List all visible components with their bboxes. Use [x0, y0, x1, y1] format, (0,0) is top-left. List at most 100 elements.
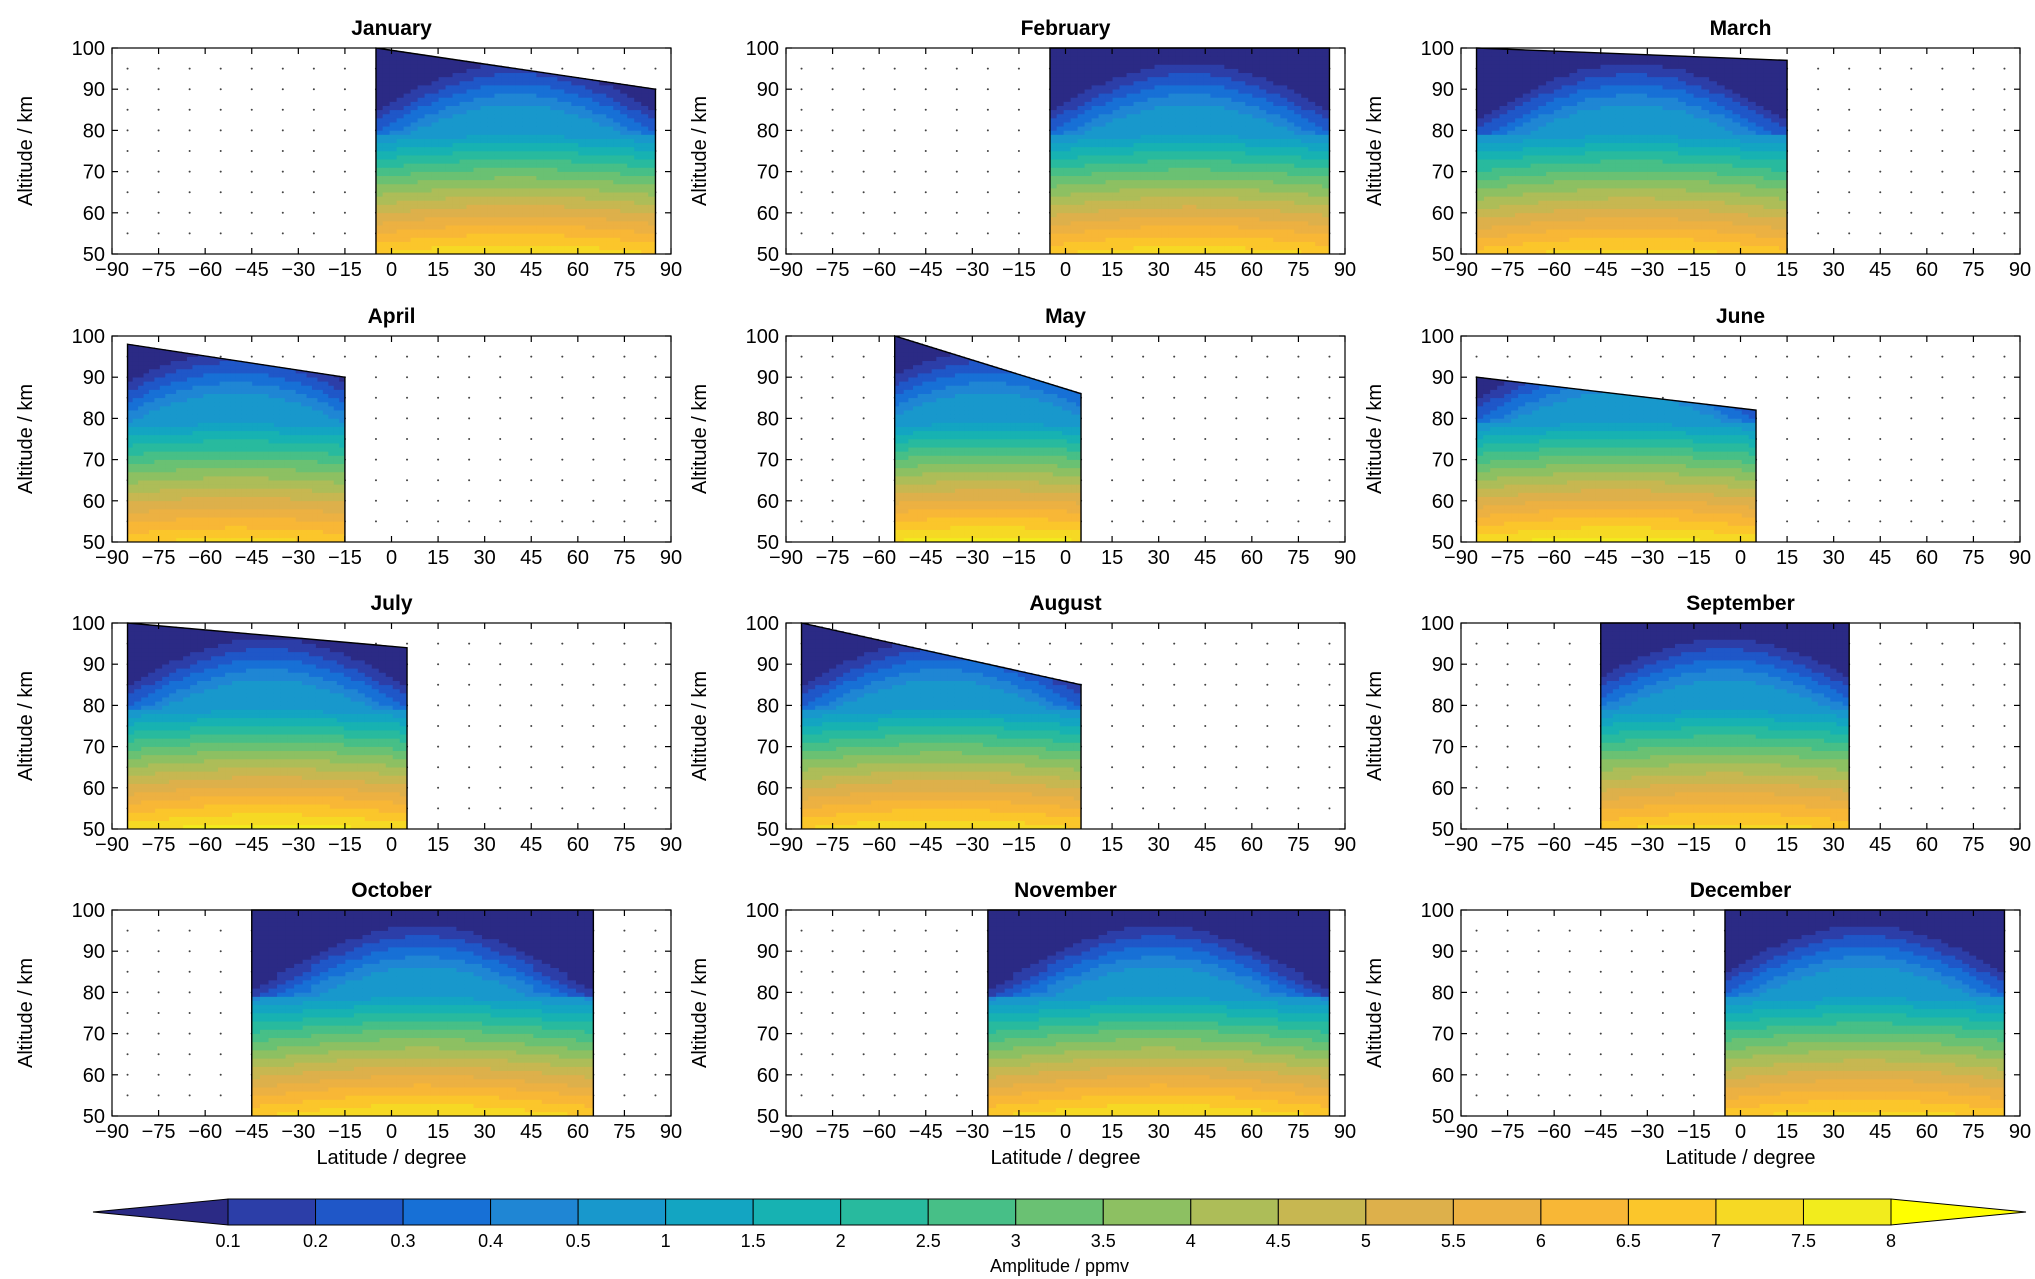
- x-tick-label: 75: [613, 259, 635, 281]
- x-tick-label: 30: [1823, 1121, 1845, 1143]
- x-tick-label: 75: [1287, 834, 1309, 856]
- colorbar-segment: [1628, 1199, 1716, 1225]
- colorbar-tick-label: 0.5: [566, 1231, 591, 1251]
- x-tick-label: 45: [1869, 834, 1891, 856]
- x-tick-label: −75: [1491, 834, 1525, 856]
- x-tick-label: 60: [1241, 1121, 1263, 1143]
- y-tick-label: 100: [746, 900, 779, 922]
- x-tick-label: 90: [1334, 1121, 1356, 1143]
- x-tick-label: 0: [1060, 834, 1071, 856]
- y-tick-label: 100: [72, 38, 105, 60]
- x-tick-label: 45: [1869, 259, 1891, 281]
- x-tick-label: 75: [1962, 1121, 1984, 1143]
- x-tick-label: −15: [328, 259, 362, 281]
- y-tick-label: 100: [1421, 38, 1454, 60]
- y-tick-label: 50: [1432, 532, 1454, 554]
- colorbar-tick-label: 4: [1186, 1231, 1196, 1251]
- amplitude-field: [127, 344, 345, 542]
- y-tick-label: 50: [757, 1106, 779, 1128]
- y-tick-label: 80: [757, 695, 779, 717]
- panel-october: −90 −75 −60 −45 −30 −15 0 15 30 45 60 75 90506070809…: [15, 879, 682, 1169]
- panel-september: −90 −75 −60 −45 −30 −15 0 15 30 45 60 75 90506070809…: [1364, 592, 2031, 856]
- x-tick-label: −60: [188, 834, 222, 856]
- x-tick-label: 0: [1060, 1121, 1071, 1143]
- y-tick-label: 100: [746, 38, 779, 60]
- x-tick-label: −30: [955, 1121, 989, 1143]
- y-tick-label: 100: [72, 326, 105, 348]
- panel-february: −90 −75 −60 −45 −30 −15 0 15 30 45 60 75 90506070809…: [689, 17, 1356, 281]
- colorbar-tick-label: 0.3: [391, 1231, 416, 1251]
- x-tick-label: 60: [1916, 834, 1938, 856]
- panel-title: September: [1686, 592, 1795, 615]
- x-tick-label: −15: [1677, 259, 1711, 281]
- x-tick-label: −60: [862, 1121, 896, 1143]
- y-tick-label: 100: [1421, 326, 1454, 348]
- x-tick-label: 90: [2009, 547, 2031, 569]
- x-tick-label: −15: [1002, 1121, 1036, 1143]
- x-tick-label: −60: [862, 834, 896, 856]
- x-tick-label: 45: [1869, 547, 1891, 569]
- x-tick-label: 60: [567, 834, 589, 856]
- x-tick-label: 60: [1241, 259, 1263, 281]
- y-tick-label: 100: [72, 900, 105, 922]
- x-tick-label: −60: [862, 547, 896, 569]
- x-tick-label: −15: [1002, 547, 1036, 569]
- colorbar-segment: [1016, 1199, 1104, 1225]
- y-tick-label: 50: [83, 819, 105, 841]
- x-tick-label: 15: [1776, 259, 1798, 281]
- colorbar-segment: [1803, 1199, 1891, 1225]
- panel-title: May: [1045, 305, 1086, 328]
- colorbar-tick-label: 2.5: [916, 1231, 941, 1251]
- y-axis-label: Altitude / km: [689, 671, 711, 781]
- x-tick-label: 90: [1334, 834, 1356, 856]
- amplitude-field: [894, 336, 1081, 542]
- y-tick-label: 100: [746, 326, 779, 348]
- x-tick-label: −75: [142, 259, 176, 281]
- colorbar-tick-label: 5.5: [1441, 1231, 1466, 1251]
- colorbar-extend-low: [93, 1199, 228, 1225]
- x-tick-label: 45: [1194, 547, 1216, 569]
- y-tick-label: 80: [83, 982, 105, 1004]
- panel-august: −90 −75 −60 −45 −30 −15 0 15 30 45 60 75 90506070809…: [689, 592, 1356, 856]
- x-tick-label: 75: [613, 834, 635, 856]
- x-tick-label: 75: [1287, 547, 1309, 569]
- colorbar-segment: [1278, 1199, 1366, 1225]
- y-tick-label: 50: [757, 532, 779, 554]
- y-tick-label: 50: [83, 244, 105, 266]
- x-tick-label: 30: [474, 259, 496, 281]
- panel-july: −90 −75 −60 −45 −30 −15 0 15 30 45 60 75 90506070809…: [15, 592, 682, 856]
- y-axis-label: Altitude / km: [689, 958, 711, 1068]
- x-tick-label: −30: [955, 547, 989, 569]
- x-tick-label: −60: [862, 259, 896, 281]
- panel-march: −90 −75 −60 −45 −30 −15 0 15 30 45 60 75 90506070809…: [1364, 17, 2031, 281]
- y-tick-label: 80: [1432, 408, 1454, 430]
- x-tick-label: 90: [660, 834, 682, 856]
- y-tick-label: 60: [757, 1065, 779, 1087]
- colorbar-segment: [841, 1199, 929, 1225]
- panel-title: July: [370, 592, 412, 615]
- x-tick-label: −30: [955, 259, 989, 281]
- x-tick-label: −75: [142, 1121, 176, 1143]
- y-tick-label: 50: [1432, 244, 1454, 266]
- x-tick-label: −15: [1677, 1121, 1711, 1143]
- x-tick-label: 15: [1101, 259, 1123, 281]
- y-tick-label: 70: [83, 1024, 105, 1046]
- x-tick-label: 60: [1241, 547, 1263, 569]
- panel-november: −90 −75 −60 −45 −30 −15 0 15 30 45 60 75 90506070809…: [689, 879, 1356, 1169]
- x-tick-label: −45: [1584, 1121, 1618, 1143]
- y-tick-label: 90: [1432, 79, 1454, 101]
- x-tick-label: −60: [188, 1121, 222, 1143]
- y-tick-label: 60: [1432, 203, 1454, 225]
- colorbar-tick-label: 8: [1886, 1231, 1896, 1251]
- x-tick-label: −60: [188, 547, 222, 569]
- y-tick-label: 60: [83, 491, 105, 513]
- x-tick-label: −45: [235, 834, 269, 856]
- amplitude-field: [988, 910, 1330, 1117]
- x-tick-label: 0: [1060, 547, 1071, 569]
- y-axis-label: Altitude / km: [1364, 384, 1386, 494]
- y-axis-label: Altitude / km: [1364, 958, 1386, 1068]
- amplitude-field: [1600, 623, 1849, 830]
- panel-june: −90 −75 −60 −45 −30 −15 0 15 30 45 60 75 90506070809…: [1364, 305, 2031, 569]
- panel-may: −90 −75 −60 −45 −30 −15 0 15 30 45 60 75 90506070809…: [689, 305, 1356, 569]
- x-axis-label: Latitude / degree: [1665, 1147, 1815, 1169]
